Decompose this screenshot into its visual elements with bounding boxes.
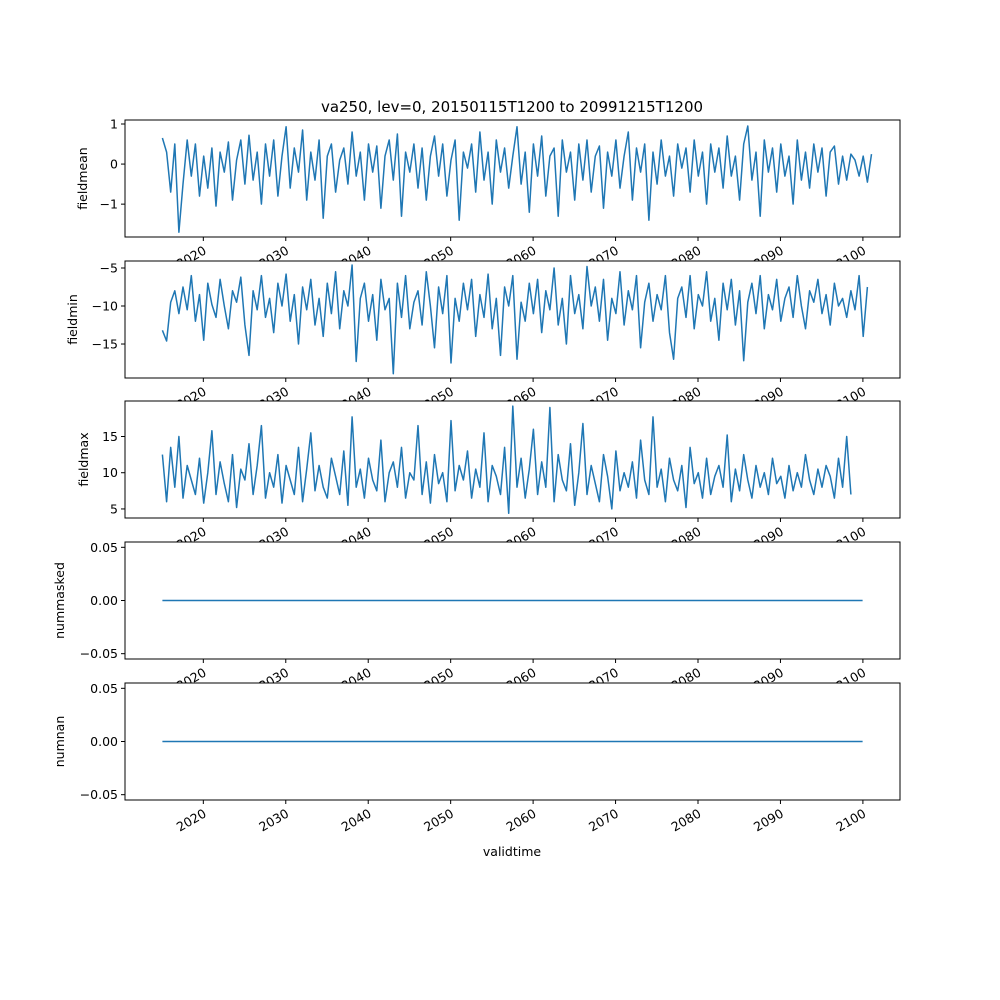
y-tick-label: 0.05	[90, 681, 118, 696]
y-axis-label: numnan	[52, 716, 67, 768]
axes-frame	[124, 400, 901, 519]
x-axis-label: validtime	[483, 844, 541, 859]
series-line-fieldmax	[161, 405, 852, 515]
axes-frame	[124, 260, 901, 379]
y-tick-label: 5	[110, 501, 118, 516]
axes-background	[125, 120, 900, 237]
y-tick-label: −15	[92, 337, 118, 352]
x-tick-label: 2030	[256, 806, 291, 835]
x-tick-label: 2080	[668, 806, 703, 835]
y-tick-label: −1	[100, 197, 118, 212]
y-tick-label: −5	[100, 260, 118, 275]
y-axis-label: fieldmean	[75, 147, 90, 209]
axes-frame	[124, 119, 901, 238]
y-tick-label: 1	[110, 117, 118, 132]
subplot-numnan: 0.05 0.00 −0.05 numnan 2020 2030 2040 2050 2060 2…	[52, 681, 901, 835]
y-tick-label: 0.00	[90, 734, 118, 749]
x-tick-label: 2020	[174, 806, 209, 835]
x-tick-label: 2040	[339, 806, 374, 835]
x-tick-label: 2100	[833, 806, 868, 835]
y-axis-label: fieldmax	[76, 432, 91, 486]
y-tick-label: −10	[92, 299, 118, 314]
x-tick-label: 2070	[586, 806, 621, 835]
series-line-fieldmin	[161, 264, 869, 375]
y-tick-label: 0.00	[90, 593, 118, 608]
y-axis-label: fieldmin	[65, 294, 80, 345]
y-axis-label: nummasked	[52, 562, 67, 639]
x-tick-label: 2060	[504, 806, 539, 835]
x-tick-label: 2090	[751, 806, 786, 835]
y-tick-label: −0.05	[80, 787, 118, 802]
chart-title: va250, lev=0, 20150115T1200 to 20991215T…	[321, 98, 703, 116]
y-tick-label: 15	[102, 429, 118, 444]
y-tick-label: 10	[102, 465, 118, 480]
series-line-fieldmean	[161, 125, 873, 233]
y-tick-label: 0	[110, 157, 118, 172]
y-tick-label: −0.05	[80, 646, 118, 661]
y-tick-label: 0.05	[90, 540, 118, 555]
x-tick-label: 2050	[421, 806, 456, 835]
